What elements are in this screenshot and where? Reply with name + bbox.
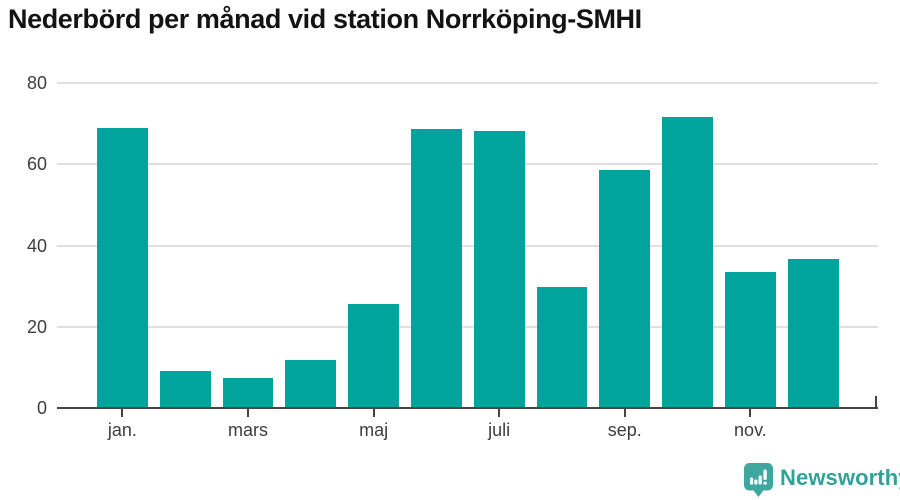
newsworthy-logo[interactable]: Newsworthy: [744, 463, 900, 500]
mini-bar-3: [758, 475, 762, 485]
y-tick-label-60: 60: [26, 154, 47, 175]
bar-nov: [725, 271, 776, 408]
x-tick-label-maj: maj: [359, 420, 389, 440]
exclamation-dot: [763, 481, 767, 485]
y-tick-label-20: 20: [26, 316, 47, 337]
newsworthy-icon: [744, 463, 773, 500]
bar-juli: [473, 130, 525, 408]
x-tick-label-nov: nov.: [734, 420, 767, 440]
gridline-80: [57, 82, 878, 84]
x-tick-nov: [749, 409, 752, 417]
exclamation-bar: [763, 469, 767, 480]
bar-okt: [662, 117, 713, 408]
y-tick-label-0: 0: [36, 398, 47, 418]
gridline-40: [57, 244, 878, 247]
bar-maj: [348, 303, 399, 408]
x-tick-juli: [498, 409, 501, 417]
bar-apr: [285, 359, 337, 408]
bar-feb: [159, 371, 211, 408]
y-tick-label-80: 80: [26, 73, 47, 93]
bar-juni: [411, 128, 462, 408]
x-tick-sep: [623, 409, 626, 417]
bar-dec: [787, 258, 839, 408]
gridline-20: [57, 325, 878, 328]
x-tick-label-sep: sep.: [607, 420, 642, 440]
plot-area: 0 20 40 60 80 jan. mars maj juli sep. nov.: [26, 73, 878, 440]
chart-title: Nederbörd per månad vid station Norrköpi…: [8, 4, 642, 34]
bar-aug: [536, 286, 588, 408]
x-axis-line: [57, 407, 878, 410]
x-tick-jan: [121, 409, 124, 417]
mini-bar-2: [754, 479, 758, 485]
x-axis-end-cap: [875, 396, 878, 409]
y-tick-label-40: 40: [26, 235, 47, 256]
mini-bar-1: [750, 477, 754, 485]
bar-mars: [222, 377, 274, 408]
x-tick-label-juli: juli: [488, 420, 511, 440]
x-tick-maj: [372, 409, 375, 417]
bar-sep: [599, 169, 651, 408]
x-tick-mars: [247, 409, 249, 417]
newsworthy-wordmark: Newsworthy: [780, 465, 900, 490]
x-tick-label-mars: mars: [228, 420, 268, 440]
speech-bubble-shape: [744, 463, 773, 497]
bar-jan: [97, 127, 148, 408]
gridline-60: [57, 163, 878, 166]
x-tick-label-jan: jan.: [107, 420, 137, 440]
